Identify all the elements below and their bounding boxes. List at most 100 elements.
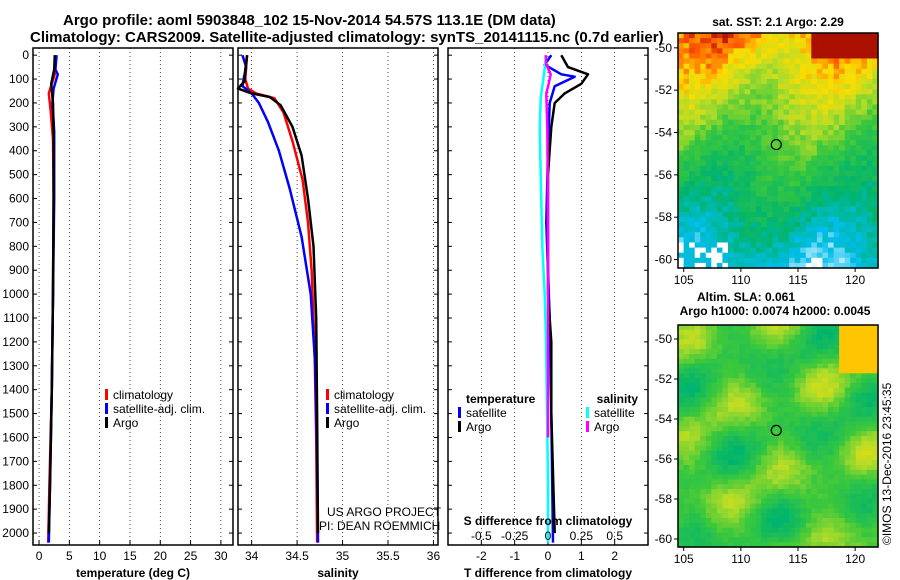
map-cell xyxy=(716,334,724,341)
map-cell xyxy=(705,542,712,548)
map-cell xyxy=(794,426,801,432)
map-cell xyxy=(678,334,685,341)
map-cell xyxy=(755,58,762,65)
map-cell xyxy=(716,109,724,116)
map-cell xyxy=(816,160,824,167)
map-cell xyxy=(855,537,862,543)
map-cell xyxy=(761,63,768,70)
map-cell xyxy=(739,334,746,341)
map-cell xyxy=(811,165,818,172)
map-cell xyxy=(678,99,685,106)
map-cell xyxy=(711,411,718,418)
map-cell xyxy=(689,68,696,75)
map-cell xyxy=(694,114,701,121)
map-cell xyxy=(844,474,851,480)
map-cell xyxy=(822,89,829,95)
map-cell xyxy=(778,479,785,485)
map-cell xyxy=(728,53,735,60)
map-cell xyxy=(822,460,829,466)
map-cell xyxy=(739,392,746,398)
map-cell xyxy=(744,397,751,403)
map-cell xyxy=(828,489,835,495)
map-cell xyxy=(711,397,718,403)
map-cell xyxy=(839,339,846,345)
map-cell xyxy=(778,222,785,228)
map-cell xyxy=(689,349,696,355)
map-cell xyxy=(761,426,768,432)
map-cell xyxy=(861,160,868,167)
map-cell xyxy=(778,43,785,49)
map-cell xyxy=(844,33,851,39)
map-cell xyxy=(800,242,807,249)
map-cell xyxy=(811,104,818,111)
map-cell xyxy=(722,440,729,447)
map-cell xyxy=(783,257,790,264)
map-cell xyxy=(739,484,746,490)
map-cell xyxy=(822,186,829,192)
sal-xtick-label-2: 0 xyxy=(545,529,552,543)
map-cell xyxy=(850,407,857,413)
map-cell xyxy=(678,426,685,432)
map-cell xyxy=(744,484,751,490)
map-cell xyxy=(816,522,824,529)
map-cell xyxy=(800,201,807,208)
map-cell xyxy=(733,160,740,167)
map-cell xyxy=(700,119,707,126)
map-cell xyxy=(789,125,796,131)
map-cell xyxy=(855,165,862,172)
map-cell xyxy=(839,53,846,60)
map-cell xyxy=(872,114,879,121)
map-cell xyxy=(828,542,835,548)
ytick-label-4: 400 xyxy=(9,144,29,158)
map-cell xyxy=(850,201,857,208)
map-cell xyxy=(766,145,774,152)
map-cell xyxy=(711,440,718,447)
map-cell xyxy=(861,368,868,374)
map-cell xyxy=(850,513,857,519)
map-cell xyxy=(828,368,835,374)
map-cell xyxy=(828,363,835,369)
map-cell xyxy=(722,84,729,90)
map-cell xyxy=(783,532,790,538)
map-cell xyxy=(755,542,762,548)
map-cell xyxy=(744,387,751,394)
map-cell xyxy=(744,160,751,167)
map-cell xyxy=(833,140,840,146)
legend-label-sdiff-0: satellite xyxy=(594,406,635,420)
map-cell xyxy=(872,542,879,548)
map-cell xyxy=(739,114,746,121)
map-cell xyxy=(772,33,779,39)
map-cell xyxy=(716,455,724,461)
map-cell xyxy=(766,339,774,345)
map-cell xyxy=(739,48,746,54)
map-cell xyxy=(828,99,835,106)
map-cell xyxy=(722,176,729,182)
map-cell xyxy=(733,450,740,456)
map-cell xyxy=(811,262,818,269)
map-cell xyxy=(711,114,718,121)
map-cell xyxy=(689,445,696,452)
map-cell xyxy=(844,181,851,187)
map-cell xyxy=(761,232,768,238)
map-cell xyxy=(839,363,846,369)
map-cell xyxy=(683,232,690,238)
map-cell xyxy=(683,498,690,505)
map-cell xyxy=(844,252,851,259)
map-cell xyxy=(816,518,824,524)
map-cell xyxy=(778,109,785,116)
map-cell xyxy=(855,465,862,471)
map-cell xyxy=(833,53,840,60)
map-cell xyxy=(811,257,818,264)
map-cell xyxy=(755,489,762,495)
map-cell xyxy=(778,130,785,136)
map-cell xyxy=(766,455,774,461)
map-cell xyxy=(739,170,746,177)
map-cell xyxy=(733,247,740,254)
map-cell xyxy=(822,527,829,534)
map-cell xyxy=(866,79,874,85)
map-cell xyxy=(855,455,862,461)
map-cell xyxy=(705,165,712,172)
map-cell xyxy=(733,503,740,509)
map-cell xyxy=(822,344,829,350)
map-cell xyxy=(783,181,790,187)
